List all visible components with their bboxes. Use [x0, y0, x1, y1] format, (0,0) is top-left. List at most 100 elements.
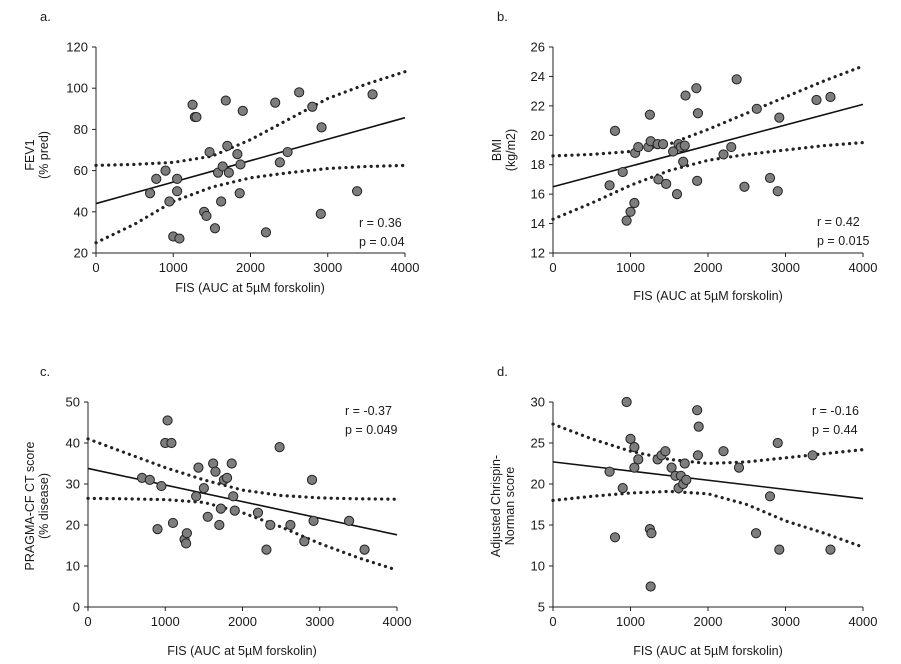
y-tick-label: 30	[66, 477, 80, 492]
data-point	[691, 83, 702, 94]
plot-area: 0 1000 2000 3000 4000 20 40 60 80 100 120	[66, 40, 419, 276]
y-tick-label: 20	[531, 128, 545, 143]
y-tick-label: 15	[531, 518, 545, 533]
data-point	[191, 111, 202, 123]
data-point	[193, 462, 204, 473]
data-point	[181, 538, 192, 549]
data-point	[166, 437, 177, 449]
data-point	[294, 87, 305, 98]
data-point	[352, 186, 363, 197]
data-point	[162, 415, 173, 426]
x-tick-label: 3000	[313, 260, 342, 275]
data-point	[285, 519, 296, 531]
data-point	[718, 446, 729, 457]
data-point	[274, 157, 285, 168]
ci-upper-curve	[551, 64, 865, 158]
data-point	[315, 208, 326, 219]
data-point	[216, 196, 227, 207]
data-point	[221, 472, 233, 483]
data-point	[156, 480, 167, 492]
x-tick-label: 1000	[151, 614, 180, 629]
data-point	[692, 175, 703, 186]
data-point	[344, 515, 355, 527]
data-point	[621, 215, 632, 226]
x-tick-label: 2000	[228, 614, 257, 629]
x-tick-label: 1000	[616, 260, 645, 275]
data-point	[270, 97, 281, 108]
data-point	[621, 396, 632, 408]
data-point	[811, 94, 822, 106]
data-point	[252, 507, 264, 518]
data-point	[215, 503, 226, 514]
y-tick-label: 26	[531, 40, 545, 55]
data-point	[629, 462, 640, 473]
data-point	[316, 122, 327, 133]
data-point	[282, 146, 293, 158]
data-point	[172, 173, 183, 184]
y-tick-label: 24	[531, 69, 545, 84]
data-point	[237, 105, 248, 116]
panel-label: d.	[497, 364, 508, 379]
x-tick-label: 1000	[159, 260, 188, 275]
data-point	[633, 141, 644, 153]
x-tick-label: 4000	[391, 260, 420, 275]
x-axis-label: FIS (AUC at 5µM forskolin)	[633, 289, 783, 303]
y-tick-label: 60	[74, 163, 88, 178]
data-point	[181, 528, 192, 539]
data-point	[733, 462, 745, 473]
data-point	[825, 91, 836, 103]
data-point	[633, 454, 644, 465]
y-axis-label-line2: (% disease)	[37, 473, 51, 539]
data-point	[668, 146, 679, 157]
data-point	[625, 433, 636, 444]
data-point	[174, 233, 185, 244]
data-point	[223, 167, 234, 178]
data-point	[144, 188, 156, 199]
data-point	[681, 474, 692, 485]
data-point	[144, 474, 155, 485]
y-tick-label: 20	[531, 477, 545, 492]
data-point	[160, 165, 171, 176]
data-point	[306, 474, 318, 485]
data-point	[198, 483, 209, 494]
data-point	[692, 108, 704, 119]
data-point	[261, 544, 272, 555]
y-axis-label-line1: PRAGMA-CF CT score	[23, 441, 37, 570]
data-point	[731, 74, 742, 85]
data-point	[629, 442, 640, 453]
y-tick-label: 50	[66, 395, 80, 410]
data-point	[609, 125, 621, 136]
data-point	[657, 139, 669, 150]
data-point	[229, 505, 240, 516]
data-point	[226, 458, 237, 469]
x-tick-label: 3000	[771, 260, 800, 275]
data-point	[367, 89, 378, 100]
panel-d: d. Adjusted Chrispin- Norman score FIS (…	[489, 364, 877, 658]
data-point	[234, 188, 245, 199]
y-tick-label: 20	[66, 518, 80, 533]
data-point	[629, 197, 640, 209]
data-point	[604, 466, 615, 477]
ci-lower-curve	[94, 163, 407, 245]
y-tick-label: 20	[74, 246, 88, 261]
y-tick-label: 25	[531, 436, 545, 451]
data-point	[308, 515, 319, 527]
y-tick-label: 12	[531, 246, 545, 261]
data-point	[660, 446, 671, 457]
data-point	[692, 405, 703, 416]
data-point	[201, 210, 212, 222]
plot-area: 0 1000 2000 3000 4000 0 10 20 30 40 50	[66, 395, 412, 630]
y-axis-label-line2: (kg/m2)	[504, 129, 518, 171]
x-tick-label: 4000	[849, 614, 878, 629]
y-tick-label: 0	[73, 600, 80, 615]
y-tick-label: 120	[66, 40, 88, 55]
plot-area: 0 1000 2000 3000 4000 5 10 15 20 25 30	[531, 395, 878, 630]
y-tick-label: 100	[66, 81, 88, 96]
data-point	[265, 519, 276, 531]
data-point	[644, 109, 655, 120]
stat-p: p = 0.04	[359, 235, 405, 249]
x-tick-label: 1000	[616, 614, 645, 629]
data-point	[693, 421, 704, 432]
ci-upper-curve	[86, 437, 399, 501]
data-point	[235, 159, 246, 170]
